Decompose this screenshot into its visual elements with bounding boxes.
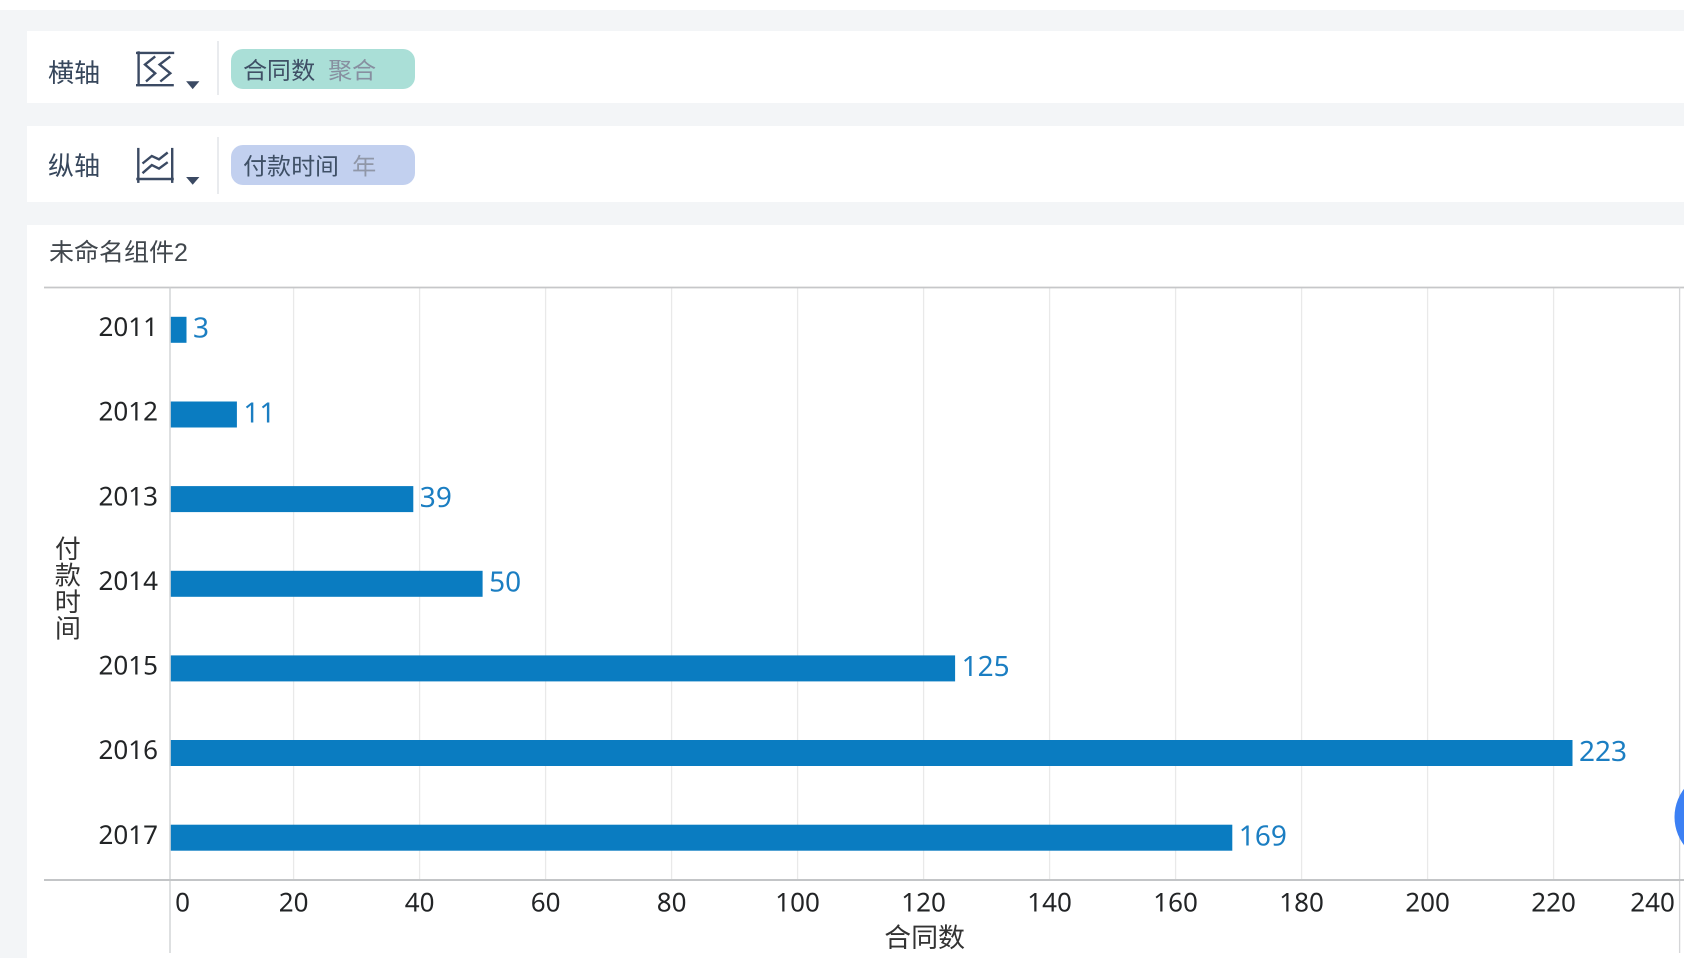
svg-text:220: 220 — [1531, 884, 1576, 920]
svg-text:3: 3 — [193, 309, 209, 347]
svg-text:2014: 2014 — [99, 562, 159, 598]
svg-text:223: 223 — [1579, 732, 1627, 770]
svg-text:50: 50 — [489, 563, 521, 601]
svg-text:2013: 2013 — [99, 477, 159, 513]
svg-text:时: 时 — [55, 583, 81, 619]
svg-text:169: 169 — [1239, 817, 1287, 855]
svg-text:间: 间 — [55, 610, 81, 646]
svg-text:180: 180 — [1279, 884, 1324, 920]
svg-text:2016: 2016 — [99, 731, 159, 767]
svg-text:140: 140 — [1027, 884, 1072, 920]
svg-text:80: 80 — [657, 884, 687, 920]
svg-text:200: 200 — [1405, 884, 1450, 920]
svg-text:60: 60 — [531, 884, 561, 920]
svg-text:2015: 2015 — [99, 647, 159, 683]
svg-text:160: 160 — [1153, 884, 1198, 920]
svg-text:100: 100 — [775, 884, 820, 920]
svg-text:120: 120 — [901, 884, 946, 920]
svg-text:39: 39 — [420, 478, 452, 516]
svg-text:2011: 2011 — [99, 308, 159, 344]
svg-text:40: 40 — [405, 884, 435, 920]
svg-text:2017: 2017 — [99, 816, 159, 852]
svg-text:付: 付 — [55, 530, 81, 566]
svg-text:2012: 2012 — [99, 393, 159, 429]
svg-text:款: 款 — [55, 557, 81, 593]
svg-text:0: 0 — [175, 884, 190, 920]
svg-text:合同数: 合同数 — [884, 918, 965, 955]
svg-text:20: 20 — [279, 884, 309, 920]
svg-text:11: 11 — [243, 393, 275, 431]
svg-text:240: 240 — [1630, 884, 1675, 920]
svg-text:125: 125 — [962, 647, 1010, 685]
